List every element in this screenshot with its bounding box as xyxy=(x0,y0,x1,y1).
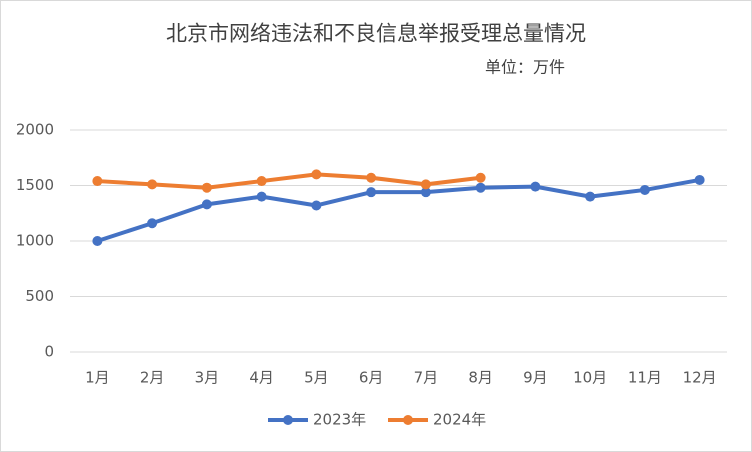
point xyxy=(366,172,377,183)
x-tick-label: 4月 xyxy=(249,369,274,387)
x-tick-label: 9月 xyxy=(523,369,548,387)
point xyxy=(201,199,212,210)
point xyxy=(256,176,267,187)
x-tick-label: 12月 xyxy=(683,369,717,387)
y-tick-label: 1500 xyxy=(16,176,54,194)
chart-title: 北京市网络违法和不良信息举报受理总量情况 xyxy=(166,22,586,46)
y-tick-label: 500 xyxy=(25,287,54,305)
legend-label: 2024年 xyxy=(433,411,486,429)
x-tick-label: 5月 xyxy=(304,369,329,387)
point xyxy=(475,182,486,193)
point xyxy=(639,184,650,195)
x-tick-label: 3月 xyxy=(195,369,220,387)
point xyxy=(147,179,158,190)
point xyxy=(366,187,377,198)
x-tick-label: 7月 xyxy=(414,369,439,387)
x-tick-label: 8月 xyxy=(468,369,493,387)
x-tick-label: 2月 xyxy=(140,369,165,387)
point xyxy=(92,236,103,246)
y-tick-label: 1000 xyxy=(16,232,54,250)
legend-label: 2023年 xyxy=(313,411,366,429)
y-tick-label: 2000 xyxy=(16,121,54,139)
point xyxy=(92,176,103,187)
point xyxy=(420,187,431,198)
point xyxy=(147,218,158,229)
point xyxy=(530,181,541,192)
x-tick-label: 10月 xyxy=(573,369,607,387)
x-tick-label: 1月 xyxy=(85,369,110,387)
point xyxy=(311,169,322,180)
point xyxy=(475,172,486,183)
point xyxy=(256,191,267,202)
x-tick-label: 6月 xyxy=(359,369,384,387)
point xyxy=(420,179,431,190)
legend-marker xyxy=(403,415,413,425)
chart-subtitle: 单位：万件 xyxy=(485,58,565,77)
legend-marker xyxy=(283,415,293,425)
point xyxy=(585,191,596,202)
x-tick-label: 11月 xyxy=(628,369,662,387)
y-tick-label: 0 xyxy=(44,343,54,361)
series-line xyxy=(96,177,700,243)
point xyxy=(311,200,322,211)
point xyxy=(694,174,705,185)
point xyxy=(201,182,212,193)
series-line xyxy=(97,172,481,190)
